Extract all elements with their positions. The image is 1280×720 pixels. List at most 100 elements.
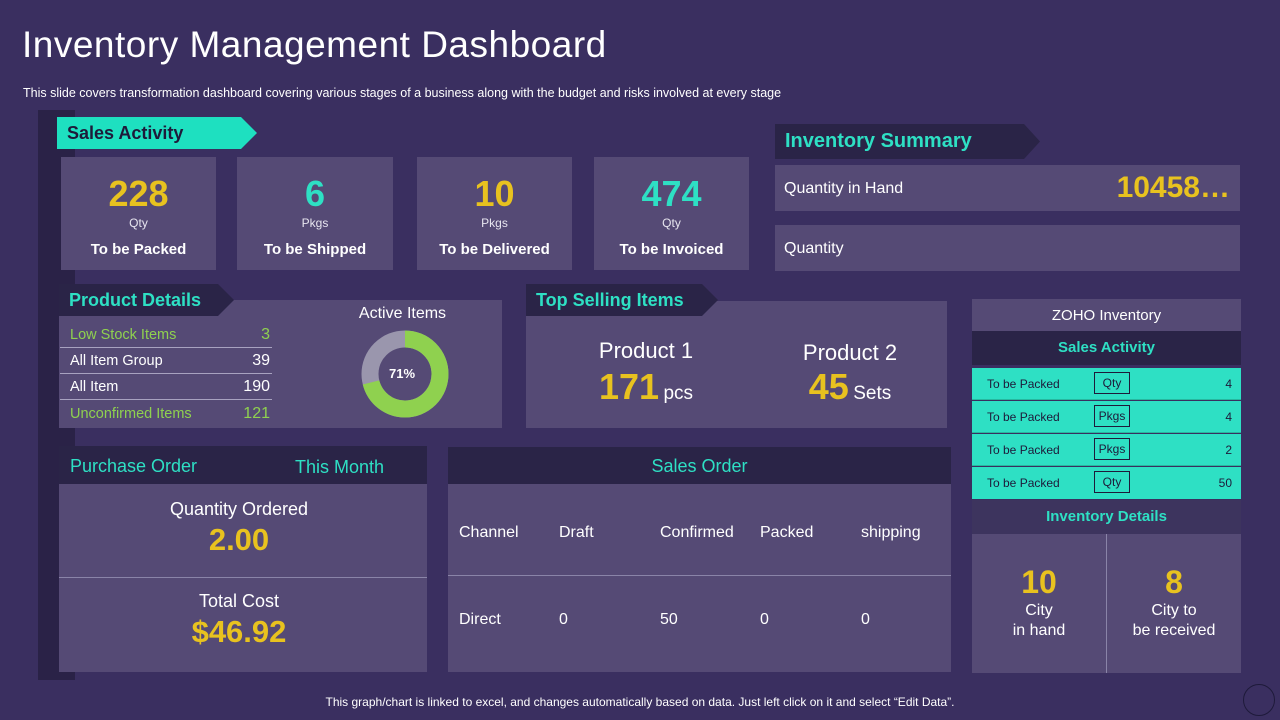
card-to-be-invoiced[interactable]: 474 Qty To be Invoiced — [594, 157, 749, 270]
sales-order-divider — [448, 575, 951, 576]
purchase-order-title: Purchase Order — [70, 456, 198, 476]
zoho-row-label: To be Packed — [987, 443, 1060, 457]
city-in-hand[interactable]: 10 City in hand — [972, 566, 1106, 640]
card-value: 474 — [641, 173, 702, 214]
item-value: 39 — [252, 351, 270, 369]
card-unit: Pkgs — [301, 216, 329, 230]
detail-line2: in hand — [1012, 622, 1066, 639]
card-to-be-packed[interactable]: 228 Qty To be Packed — [61, 157, 216, 270]
sales-order-header-cell: Confirmed — [660, 524, 734, 541]
quantity-in-hand-label: Quantity in Hand — [784, 180, 904, 197]
zoho-row[interactable]: To be Packed Pkgs 4 — [972, 401, 1241, 433]
sales-order-header-cell: Channel — [459, 524, 519, 541]
quantity-label: Quantity — [784, 240, 844, 257]
zoho-row-value: 4 — [1225, 410, 1232, 424]
top-selling-title: Top Selling Items — [536, 289, 684, 310]
sales-order-title: Sales Order — [448, 447, 951, 484]
product-unit: pcs — [663, 383, 694, 404]
item-label: Low Stock Items — [70, 326, 177, 343]
card-unit: Pkgs — [481, 216, 508, 230]
zoho-row-value: 2 — [1225, 443, 1232, 457]
inventory-summary-title: Inventory Summary — [785, 130, 972, 152]
quantity-in-hand-value: 10458… — [1116, 171, 1230, 204]
item-label: All Item — [70, 378, 119, 395]
active-items-donut[interactable]: 71% — [359, 328, 451, 420]
sales-order-cell: Direct — [459, 611, 501, 628]
zoho-row-badge: Qty — [1094, 471, 1130, 493]
page-title: Inventory Management Dashboard — [22, 24, 607, 65]
zoho-row[interactable]: To be Packed Qty 4 — [972, 368, 1241, 400]
zoho-row-value: 4 — [1225, 377, 1232, 391]
detail-value: 10 — [1021, 564, 1057, 600]
product-2[interactable]: Product 2 45 Sets — [760, 340, 940, 408]
page-subtitle: This slide covers transformation dashboa… — [23, 86, 782, 100]
inventory-details-title: Inventory Details — [972, 500, 1241, 534]
card-label: To be Delivered — [439, 241, 550, 258]
purchase-order-divider — [59, 577, 427, 578]
zoho-row[interactable]: To be Packed Qty 50 — [972, 467, 1241, 499]
list-item[interactable]: All Item 190 — [60, 374, 272, 400]
zoho-row-label: To be Packed — [987, 377, 1060, 391]
item-label: All Item Group — [70, 352, 163, 369]
purchase-order-header: Purchase Order This Month — [59, 446, 427, 484]
inventory-details-divider — [1106, 534, 1107, 673]
quantity-in-hand-row: Quantity in Hand 10458… — [775, 165, 1240, 211]
purchase-order-period: This Month — [295, 457, 385, 477]
total-cost-label: Total Cost — [198, 591, 280, 611]
list-item[interactable]: All Item Group 39 — [60, 348, 272, 374]
item-label: Unconfirmed Items — [70, 406, 192, 422]
inventory-summary-header: Inventory Summary — [775, 124, 1040, 159]
city-to-be-received[interactable]: 8 City to be received — [1107, 566, 1241, 640]
sales-order-header-cell: Packed — [760, 524, 814, 541]
donut-arc — [361, 330, 449, 418]
zoho-title: ZOHO Inventory — [972, 299, 1241, 331]
zoho-row-label: To be Packed — [987, 410, 1060, 424]
sales-order-cell: 0 — [861, 611, 870, 628]
sales-order-cell: 0 — [559, 611, 568, 628]
quantity-ordered: Quantity Ordered 2.00 — [59, 499, 419, 558]
card-to-be-shipped[interactable]: 6 Pkgs To be Shipped — [237, 157, 393, 270]
sales-activity-header: Sales Activity — [57, 117, 257, 149]
sales-activity-title: Sales Activity — [67, 122, 184, 143]
quantity-row: Quantity — [775, 225, 1240, 271]
sales-order-table — [448, 484, 951, 672]
sales-order-header-cell: shipping — [861, 524, 921, 541]
total-cost-value: $46.92 — [191, 614, 287, 649]
detail-line2: be received — [1132, 622, 1216, 639]
item-value: 3 — [261, 325, 270, 343]
zoho-row[interactable]: To be Packed Pkgs 2 — [972, 434, 1241, 466]
card-to-be-delivered[interactable]: 10 Pkgs To be Delivered — [417, 157, 572, 270]
product-details-list: Low Stock Items 3 All Item Group 39 All … — [60, 322, 272, 430]
card-value: 6 — [304, 173, 326, 214]
zoho-sales-activity-title: Sales Activity — [972, 331, 1241, 365]
footer-note: This graph/chart is linked to excel, and… — [325, 695, 955, 709]
qty-ordered-value: 2.00 — [208, 522, 270, 557]
zoho-row-badge: Pkgs — [1094, 405, 1130, 427]
card-label: To be Packed — [90, 241, 187, 258]
product-value: 171 — [598, 366, 660, 407]
zoho-row-value: 50 — [1218, 476, 1232, 490]
zoho-row-label: To be Packed — [987, 476, 1060, 490]
sales-order-cell: 50 — [660, 611, 678, 628]
total-cost: Total Cost $46.92 — [59, 591, 419, 650]
product-unit: Sets — [853, 383, 892, 404]
product-1[interactable]: Product 1 171 pcs — [556, 338, 736, 408]
item-value: 190 — [243, 377, 270, 395]
card-unit: Qty — [662, 216, 681, 230]
list-item[interactable]: Unconfirmed Items 121 — [60, 401, 272, 427]
product-value: 45 — [808, 366, 849, 407]
top-selling-header: Top Selling Items — [526, 284, 718, 316]
product-name: Product 2 — [802, 340, 898, 365]
detail-value: 8 — [1165, 564, 1183, 600]
donut-percent-label: 71% — [389, 366, 415, 381]
product-details-title: Product Details — [69, 289, 202, 310]
card-value: 10 — [474, 173, 515, 214]
card-unit: Qty — [129, 216, 148, 230]
detail-line1: City to — [1151, 602, 1197, 619]
list-item[interactable]: Low Stock Items 3 — [60, 322, 272, 348]
active-items-title: Active Items — [358, 305, 447, 322]
detail-line1: City — [1025, 602, 1053, 619]
product-details-header: Product Details — [59, 284, 234, 316]
product-name: Product 1 — [598, 338, 694, 363]
sales-order-cell: 0 — [760, 611, 769, 628]
